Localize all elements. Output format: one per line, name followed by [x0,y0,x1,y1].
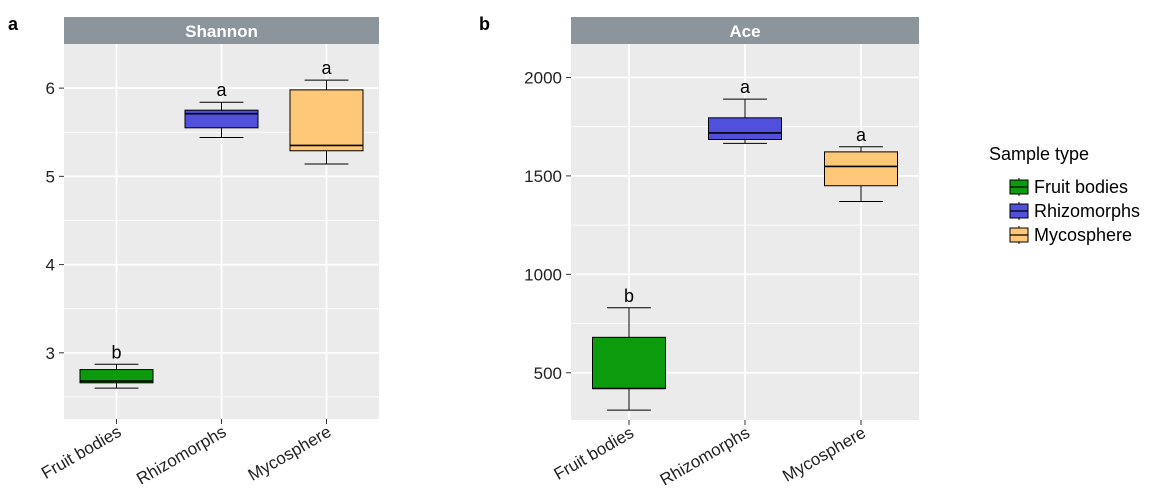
x-tick-label-fruit-bodies-shannon: Fruit bodies [38,422,124,483]
panel-letter-b: b [479,14,490,34]
y-tick-label-ace: 1000 [524,265,562,284]
y-ticks-shannon: 3 4 5 6 [46,79,64,363]
significance-label: b [111,342,121,362]
legend-item-rhizomorphs: Rhizomorphs [1009,201,1140,221]
x-tick-label-rhizomorphs-shannon: Rhizomorphs [133,422,229,489]
legend-item-mycosphere: Mycosphere [1009,225,1132,245]
iqr-box [79,369,154,384]
strip-ace [571,17,919,44]
panel-ace: b Ace b a a 500 1000 1500 2000 Fruit bodies Rh… [479,14,919,490]
y-tick-label-shannon: 4 [46,256,55,275]
strip-title-ace: Ace [729,22,760,41]
legend-title: Sample type [989,144,1089,164]
box-fruit-bodies-shannon: b [79,342,154,389]
y-tick-label-ace: 1500 [524,167,562,186]
legend-label-rhizomorphs: Rhizomorphs [1034,201,1140,221]
box-fruit-bodies-ace: b [592,286,666,411]
significance-label: a [740,77,751,97]
boxes-ace: b a a [592,77,898,411]
box-rhizomorphs-ace: a [708,77,782,144]
boxes-shannon: b a a [79,58,364,389]
iqr-box [708,117,782,140]
panel-shannon: a Shannon b a a 3 4 5 6 Fruit bodies Rhizomorp… [8,14,379,489]
iqr-box [824,151,898,187]
y-tick-label-shannon: 5 [46,167,55,186]
box-mycosphere-shannon: a [289,58,364,165]
significance-label: a [321,58,332,78]
y-tick-label-shannon: 6 [46,79,55,98]
x-tick-label-mycosphere-ace: Mycosphere [779,423,869,486]
significance-label: a [216,80,227,100]
strip-title-shannon: Shannon [185,22,258,41]
panel-letter-a: a [8,14,19,34]
y-tick-label-shannon: 3 [46,344,55,363]
significance-label: b [624,286,634,306]
box-rhizomorphs-shannon: a [184,80,259,139]
legend-label-mycosphere: Mycosphere [1034,225,1132,245]
iqr-box [184,109,259,129]
legend: Sample type Fruit bodies Rhizomorphs Myc… [989,144,1140,245]
y-ticks-ace: 500 1000 1500 2000 [524,68,571,383]
x-tick-label-mycosphere-shannon: Mycosphere [245,422,335,485]
legend-item-fruit-bodies: Fruit bodies [1009,177,1128,197]
iqr-box [289,89,364,152]
y-tick-label-ace: 500 [534,364,562,383]
legend-label-fruit-bodies: Fruit bodies [1034,177,1128,197]
strip-shannon [64,17,379,44]
x-ticks-ace: Fruit bodies Rhizomorphs Mycosphere [551,420,869,490]
iqr-box [592,336,666,390]
x-ticks-shannon: Fruit bodies Rhizomorphs Mycosphere [38,419,335,489]
x-tick-label-fruit-bodies-ace: Fruit bodies [551,423,637,484]
significance-label: a [856,125,867,145]
y-tick-label-ace: 2000 [524,68,562,87]
box-mycosphere-ace: a [824,125,898,202]
x-tick-label-rhizomorphs-ace: Rhizomorphs [657,423,753,490]
